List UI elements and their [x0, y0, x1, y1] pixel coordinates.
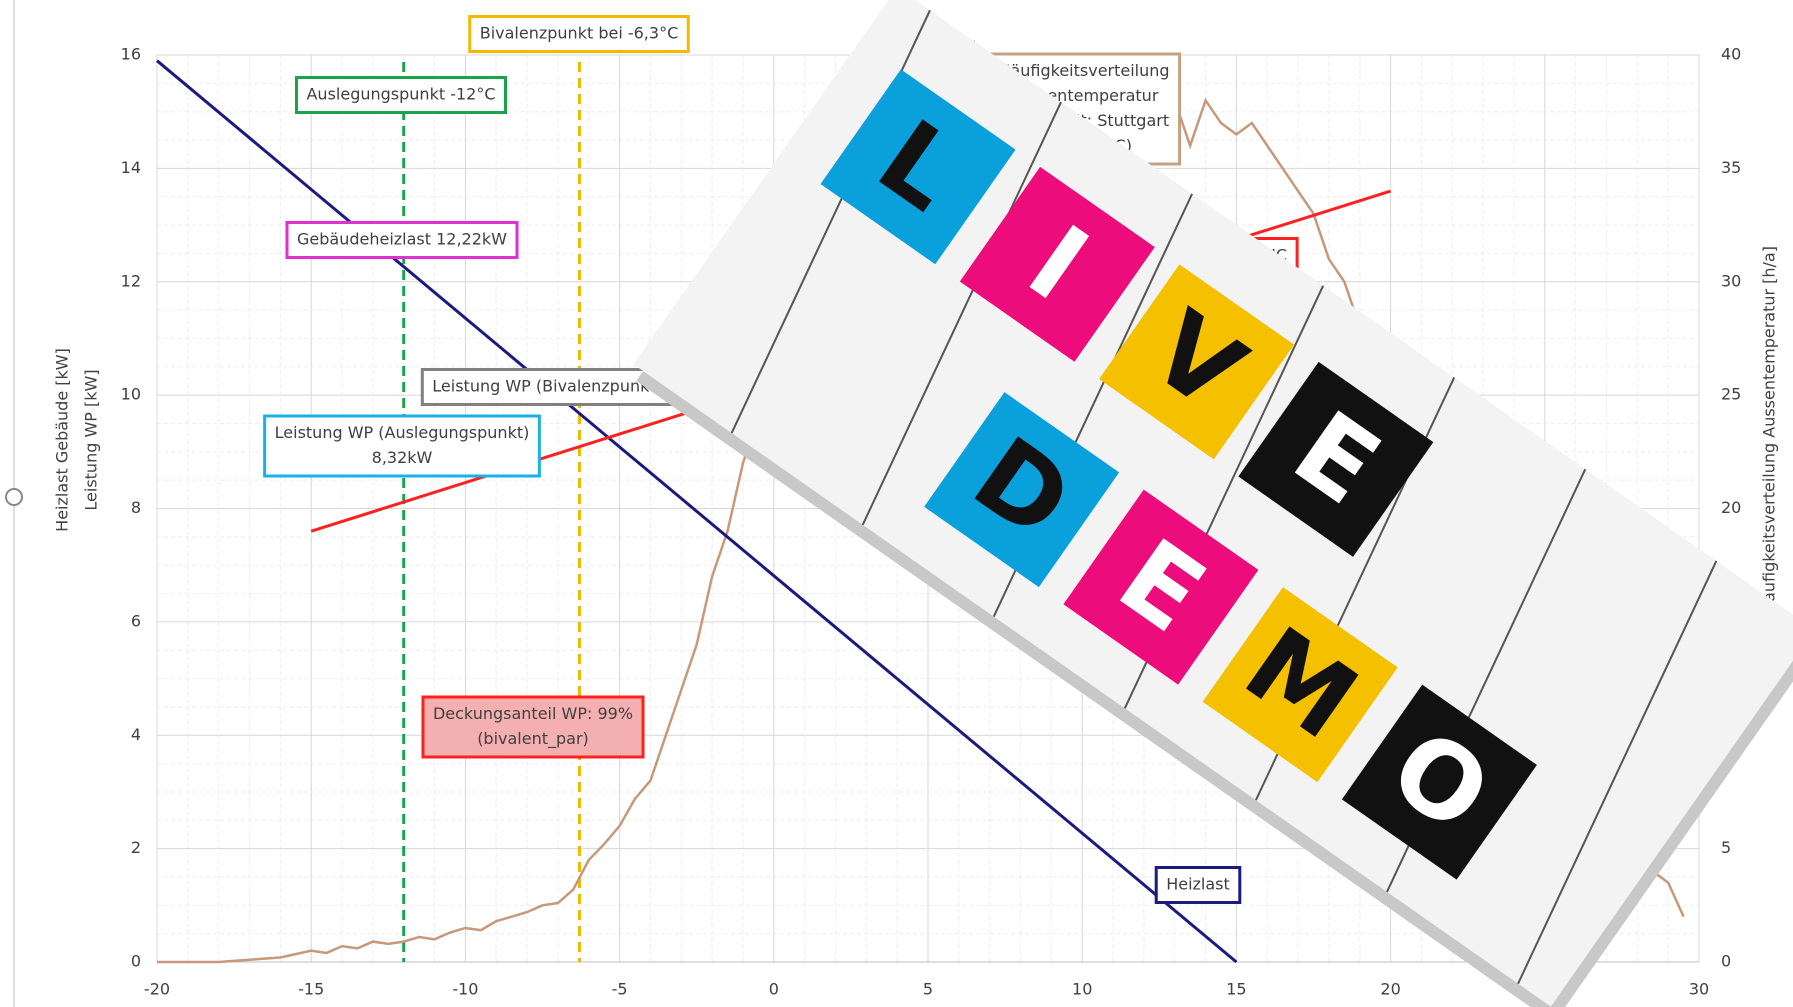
- y-tick-label: 12: [121, 271, 141, 290]
- x-tick-label: 20: [1380, 980, 1400, 999]
- y2-tick-label: 20: [1721, 498, 1741, 517]
- x-tick-label: 30: [1689, 980, 1709, 999]
- letter-tile: [820, 69, 1016, 265]
- y-tick-label: 0: [131, 952, 141, 971]
- x-tick-label: 15: [1226, 980, 1246, 999]
- y-tick-label: 16: [121, 45, 141, 64]
- y2-tick-label: 40: [1721, 45, 1741, 64]
- annotation-text: 8,32kW: [372, 448, 433, 467]
- x-tick-label: 5: [923, 980, 933, 999]
- banner-divider: [861, 101, 1062, 526]
- y2-tick-label: 5: [1721, 838, 1731, 857]
- annotation-box: [468, 15, 690, 53]
- annotation-box: [294, 76, 508, 114]
- letter-tile: [1202, 587, 1398, 783]
- annotation-box: [285, 221, 519, 259]
- x-tick-label: -15: [298, 980, 324, 999]
- annotation-text: Gebäudeheizlast 12,22kW: [297, 230, 507, 249]
- annotation-box: [1154, 866, 1242, 904]
- annotation-text: Leistung WP (Auslegungspunkt): [275, 423, 530, 442]
- y2-tick-label: 0: [1721, 952, 1731, 971]
- y-tick-label: 2: [131, 838, 141, 857]
- x-tick-label: 10: [1072, 980, 1092, 999]
- y2-axis-label: Häufigkeitsverteilung Aussentemperatur […: [1760, 246, 1779, 614]
- annotation-text: Auslegungspunkt -12°C: [306, 85, 495, 104]
- y-axis-label: Heizlast Gebäude [kW]: [53, 348, 72, 532]
- annotation-box: [263, 414, 541, 478]
- resize-handle[interactable]: [5, 488, 23, 506]
- annotation-text: Häufigkeitsverteilung: [998, 61, 1169, 80]
- annotation-text: Bivalenzpunkt bei -6,3°C: [480, 24, 679, 43]
- annotation-text: (bivalent_par): [477, 729, 589, 749]
- y-tick-label: 8: [131, 498, 141, 517]
- letter-tile: [1238, 361, 1434, 557]
- x-tick-label: -10: [452, 980, 478, 999]
- letter-tile: [924, 392, 1120, 588]
- letter-tile: [959, 166, 1155, 362]
- letter-tile: [1063, 489, 1259, 685]
- y2-tick-label: 35: [1721, 158, 1741, 177]
- y2-tick-label: 30: [1721, 271, 1741, 290]
- y-tick-label: 14: [121, 158, 141, 177]
- y-tick-label: 6: [131, 611, 141, 630]
- letter-tile: [1341, 684, 1537, 880]
- annotation-text: Deckungsanteil WP: 99%: [433, 704, 633, 723]
- x-tick-label: -20: [144, 980, 170, 999]
- annotation-text: Heizlast: [1166, 875, 1230, 894]
- letter-tile: [1099, 264, 1295, 460]
- y2-tick-label: 25: [1721, 385, 1741, 404]
- x-tick-label: -5: [612, 980, 628, 999]
- overlay-banner: [633, 0, 1793, 1007]
- y-axis-label: Leistung WP [kW]: [82, 369, 101, 510]
- x-tick-label: 0: [769, 980, 779, 999]
- y-tick-label: 10: [121, 385, 141, 404]
- annotation-box: [421, 695, 645, 759]
- series-line: [156, 59, 1238, 964]
- y-tick-label: 4: [131, 725, 141, 744]
- banner-divider: [1517, 560, 1718, 985]
